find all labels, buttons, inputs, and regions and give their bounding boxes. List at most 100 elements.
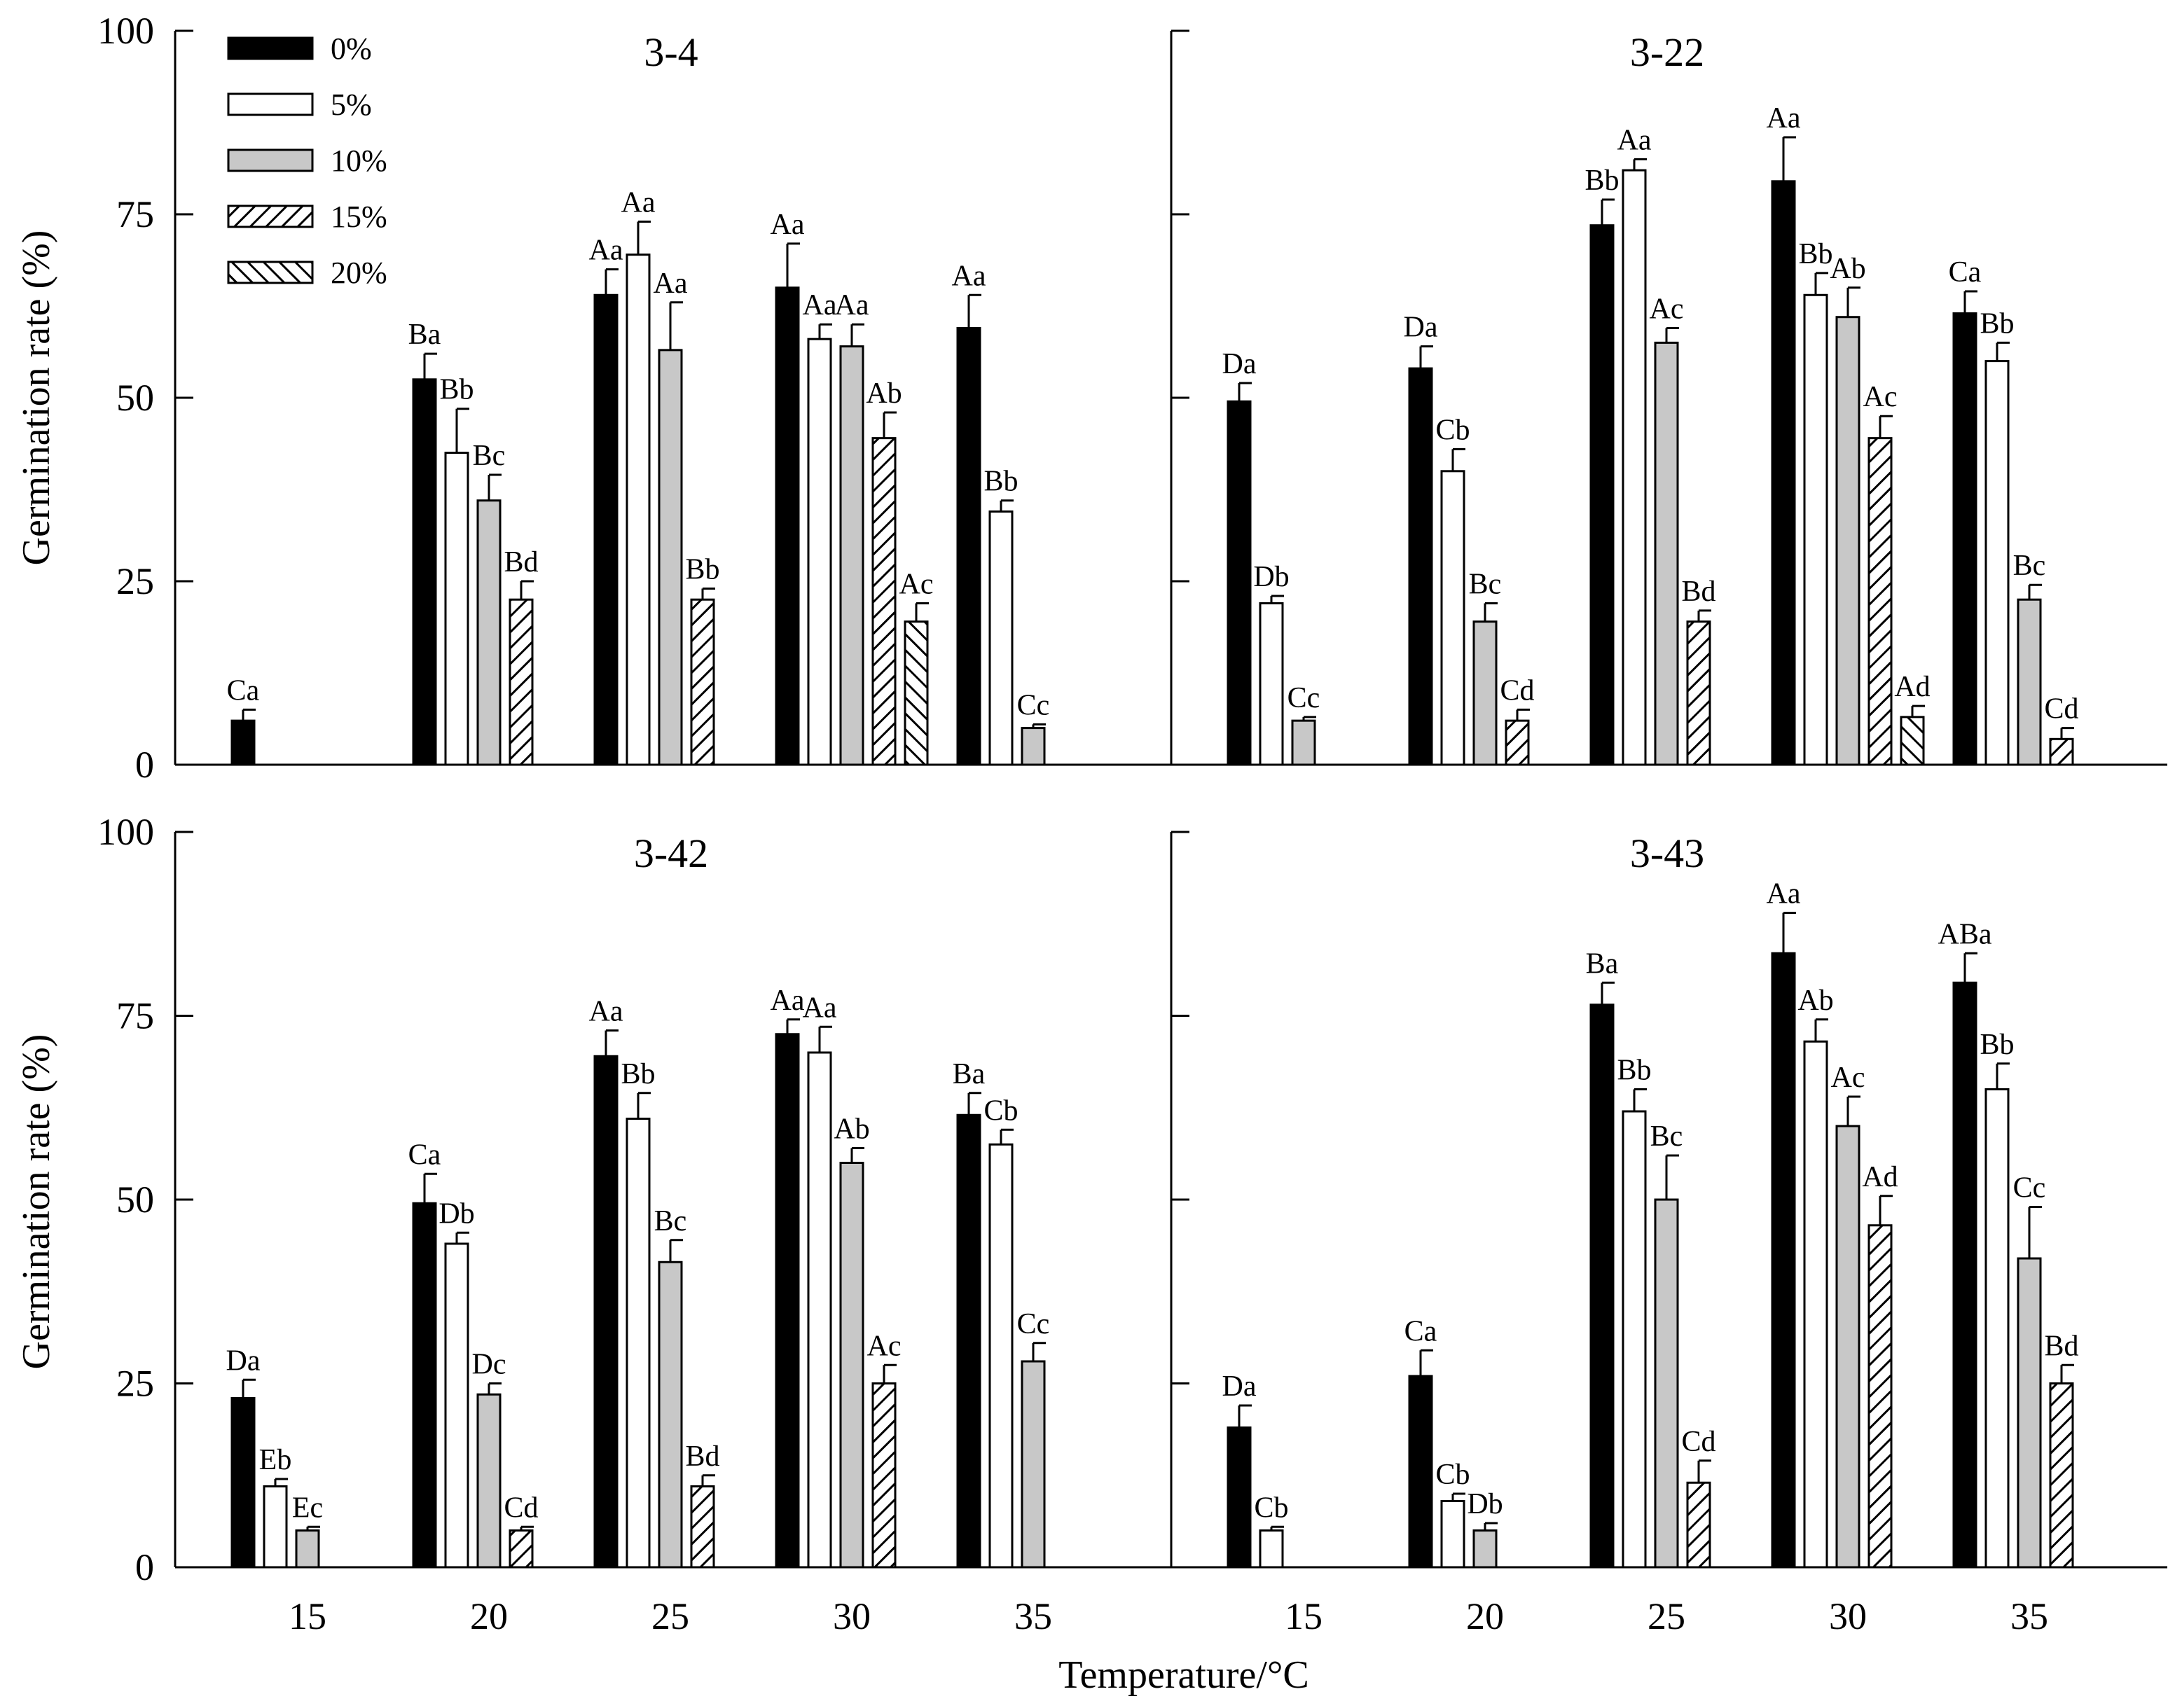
bar [1867,437,1893,766]
y-tick-label: 50 [116,377,154,419]
significance-label: Bb [1584,165,1619,197]
significance-label: Bc [1469,568,1502,600]
y-axis-title-top: Germination rate (%) [15,230,58,566]
x-tick-label: 25 [1648,1595,1685,1637]
bar [1440,1500,1465,1569]
x-tick-label: 25 [651,1595,689,1637]
significance-label: Aa [803,992,837,1024]
legend-label: 5% [331,88,372,122]
significance-label: Da [1222,1370,1257,1403]
significance-label: Bb [1798,238,1832,270]
significance-label: Ca [1404,1315,1437,1347]
bar [1472,1529,1498,1569]
bar [807,338,832,766]
legend-label: 0% [331,32,372,66]
significance-label: Aa [771,985,805,1017]
significance-label: Ba [953,1058,986,1090]
bar [690,1485,715,1569]
bar [658,349,683,766]
significance-label: Aa [771,209,805,241]
bar [904,620,929,766]
y-tick-label: 25 [116,560,154,602]
bar [1867,1224,1893,1569]
legend: 0% 5% 10% 15% 20% [227,32,387,290]
bar [956,326,981,766]
y-tick-label: 75 [116,193,154,235]
significance-label: Bd [1681,576,1715,608]
legend-swatch [227,261,314,284]
significance-label: Cd [1681,1426,1715,1458]
bar [476,1393,502,1569]
legend-item: 20% [227,256,387,290]
significance-label: Ac [1650,293,1684,325]
bar-group-35: Ba Cb Cc [953,1058,1049,1569]
legend-item: 15% [227,200,387,234]
significance-label: Cd [2044,693,2078,725]
bar-group-15: Da Cb [1222,1370,1289,1569]
significance-label: Da [1222,348,1257,380]
y-axis-title-bottom: Germination rate (%) [15,1034,58,1370]
significance-label: Cc [1017,689,1050,721]
bar [1408,1375,1433,1569]
significance-label: Da [1404,312,1438,344]
bar [1952,312,1977,766]
bar [509,1529,534,1569]
bar [1259,602,1284,766]
bar [1622,1110,1647,1569]
panel-3-43: 3-43DaCbCaCbDbBaBbBcCdAaAbAcAdABaBbCcBd1… [1170,831,2167,1637]
panel-title: 3-43 [1630,831,1704,876]
y-tick-label: 100 [97,10,154,52]
significance-label: Cb [1435,414,1470,446]
significance-label: Aa [589,996,623,1028]
significance-label: Ac [867,1330,902,1362]
significance-label: Ab [866,377,902,410]
bar [1227,1426,1252,1569]
legend-label: 15% [331,200,387,234]
panel-title: 3-42 [634,831,708,876]
significance-label: Aa [1767,102,1801,134]
significance-label: Bb [983,466,1018,498]
bar [593,293,619,766]
significance-label: Cb [1254,1492,1288,1524]
bar-group-25: Aa Aa Aa Bb [589,186,720,766]
y-tick-label: 0 [135,1546,154,1588]
bar [775,286,800,766]
significance-label: Ab [1797,985,1833,1017]
bar [626,1118,651,1569]
significance-label: Ac [1863,381,1898,413]
x-tick-label: 35 [1014,1595,1052,1637]
significance-label: Aa [654,268,688,300]
bar-group-20: Da Cb Bc Cd [1404,312,1535,766]
bar [839,345,864,766]
significance-label: Ad [1862,1161,1898,1193]
bar [626,254,651,766]
x-tick-label: 20 [470,1595,508,1637]
significance-label: Db [1467,1488,1503,1520]
bar [263,1485,288,1569]
bar [2017,598,2042,766]
bar [1622,169,1647,766]
bar [690,598,715,766]
bar-group-25: Aa Bb Bc Bd [589,996,720,1569]
bar [871,1382,897,1569]
x-tick-label: 30 [833,1595,871,1637]
bar [1984,1088,2010,1569]
legend-item: 10% [227,144,387,178]
bar [509,598,534,766]
significance-label: Aa [835,289,869,321]
bar [1771,180,1796,766]
bar [1589,1004,1615,1569]
y-tick-label: 25 [116,1363,154,1405]
significance-label: Db [439,1197,474,1230]
significance-label: Aa [621,186,656,218]
legend-swatch [227,148,314,172]
significance-label: Ca [1949,256,1982,289]
panel-3-22: 3-22DaDbCcDaCbBcCdBbAaAcBdAaBbAbAcAdCaBb… [1170,29,2167,766]
bar [1505,719,1530,766]
bar-group-35: ABa Bb Cc Bd [1938,918,2079,1569]
